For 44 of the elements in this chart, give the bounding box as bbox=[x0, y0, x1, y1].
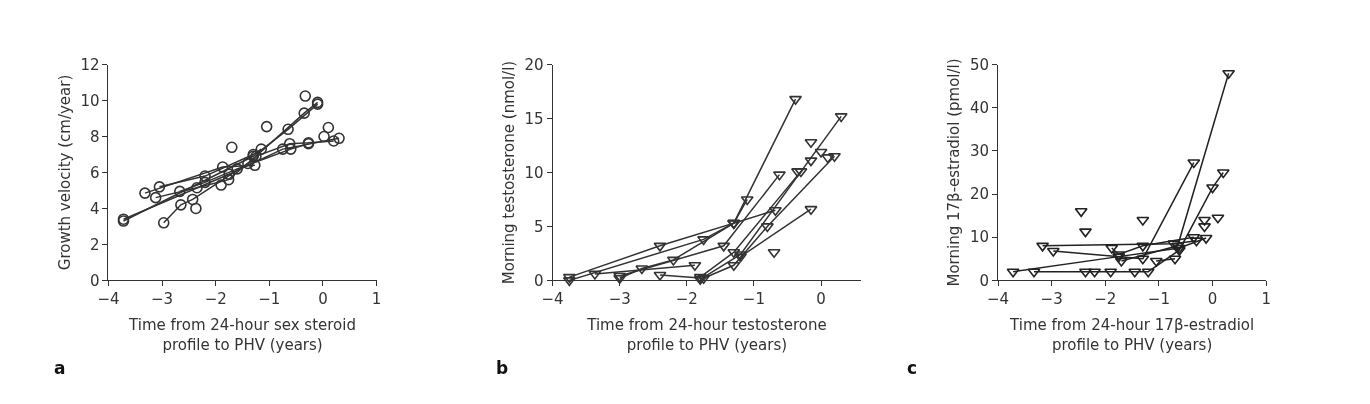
text: a bbox=[54, 358, 66, 378]
y-tick-label: 10 bbox=[969, 228, 990, 247]
text: b bbox=[496, 358, 509, 378]
x-tick-label: 1 bbox=[371, 290, 382, 309]
y-tick-label: 0 bbox=[534, 271, 544, 290]
x-tick-label: −2 bbox=[1094, 290, 1117, 309]
x-tick-label: −3 bbox=[151, 290, 174, 309]
y-axis-title: Morning testosterone (nmol/l) bbox=[499, 60, 518, 285]
y-tick-label: 2 bbox=[89, 235, 100, 254]
y-axis-title: Growth velocity (cm/year) bbox=[55, 74, 74, 271]
x-tick-label: −1 bbox=[1147, 290, 1170, 309]
y-tick-label: 0 bbox=[979, 271, 990, 290]
y-tick-label: 5 bbox=[534, 217, 544, 236]
y-tick-label: 20 bbox=[524, 55, 544, 74]
y-tick-label: 6 bbox=[89, 163, 100, 182]
y-tick-label: 12 bbox=[80, 55, 100, 74]
x-axis-title: Time from 24-hour 17β-estradiol profile to PHV (years) bbox=[1009, 316, 1255, 354]
x-axis-title: Time from 24-hour testosterone profile to PHV (years) bbox=[586, 316, 827, 354]
x-tick-label: −4 bbox=[987, 290, 1010, 309]
x-tick-label: −3 bbox=[608, 290, 631, 309]
y-tick-label: 40 bbox=[969, 98, 990, 117]
y-tick-label: 8 bbox=[89, 127, 100, 146]
x-tick-label: 0 bbox=[1207, 290, 1218, 309]
x-tick-label: −4 bbox=[97, 290, 120, 309]
y-tick-label: 20 bbox=[969, 185, 990, 204]
y-tick-label: 15 bbox=[524, 109, 544, 128]
x-tick-label: −2 bbox=[675, 290, 698, 309]
y-tick-label: 10 bbox=[524, 163, 544, 182]
x-tick-label: −4 bbox=[541, 290, 564, 309]
y-tick-label: 10 bbox=[80, 91, 100, 110]
x-tick-label: 1 bbox=[1261, 290, 1271, 309]
y-tick-label: 30 bbox=[969, 142, 990, 161]
text: c bbox=[907, 358, 918, 378]
y-tick-label: 50 bbox=[969, 55, 990, 74]
x-tick-label: 0 bbox=[318, 290, 328, 309]
x-tick-label: −3 bbox=[1040, 290, 1063, 309]
y-tick-label: 0 bbox=[89, 271, 100, 290]
x-tick-label: 0 bbox=[816, 290, 826, 309]
y-tick-label: 4 bbox=[89, 199, 100, 218]
x-axis-title: Time from 24-hour sex steroid profile to PHV (years) bbox=[128, 316, 356, 354]
x-tick-label: −2 bbox=[204, 290, 227, 309]
x-tick-label: −1 bbox=[742, 290, 765, 309]
x-tick-label: −1 bbox=[258, 290, 281, 309]
y-axis-title: Morning 17β-estradiol (pmol/l) bbox=[945, 58, 964, 287]
